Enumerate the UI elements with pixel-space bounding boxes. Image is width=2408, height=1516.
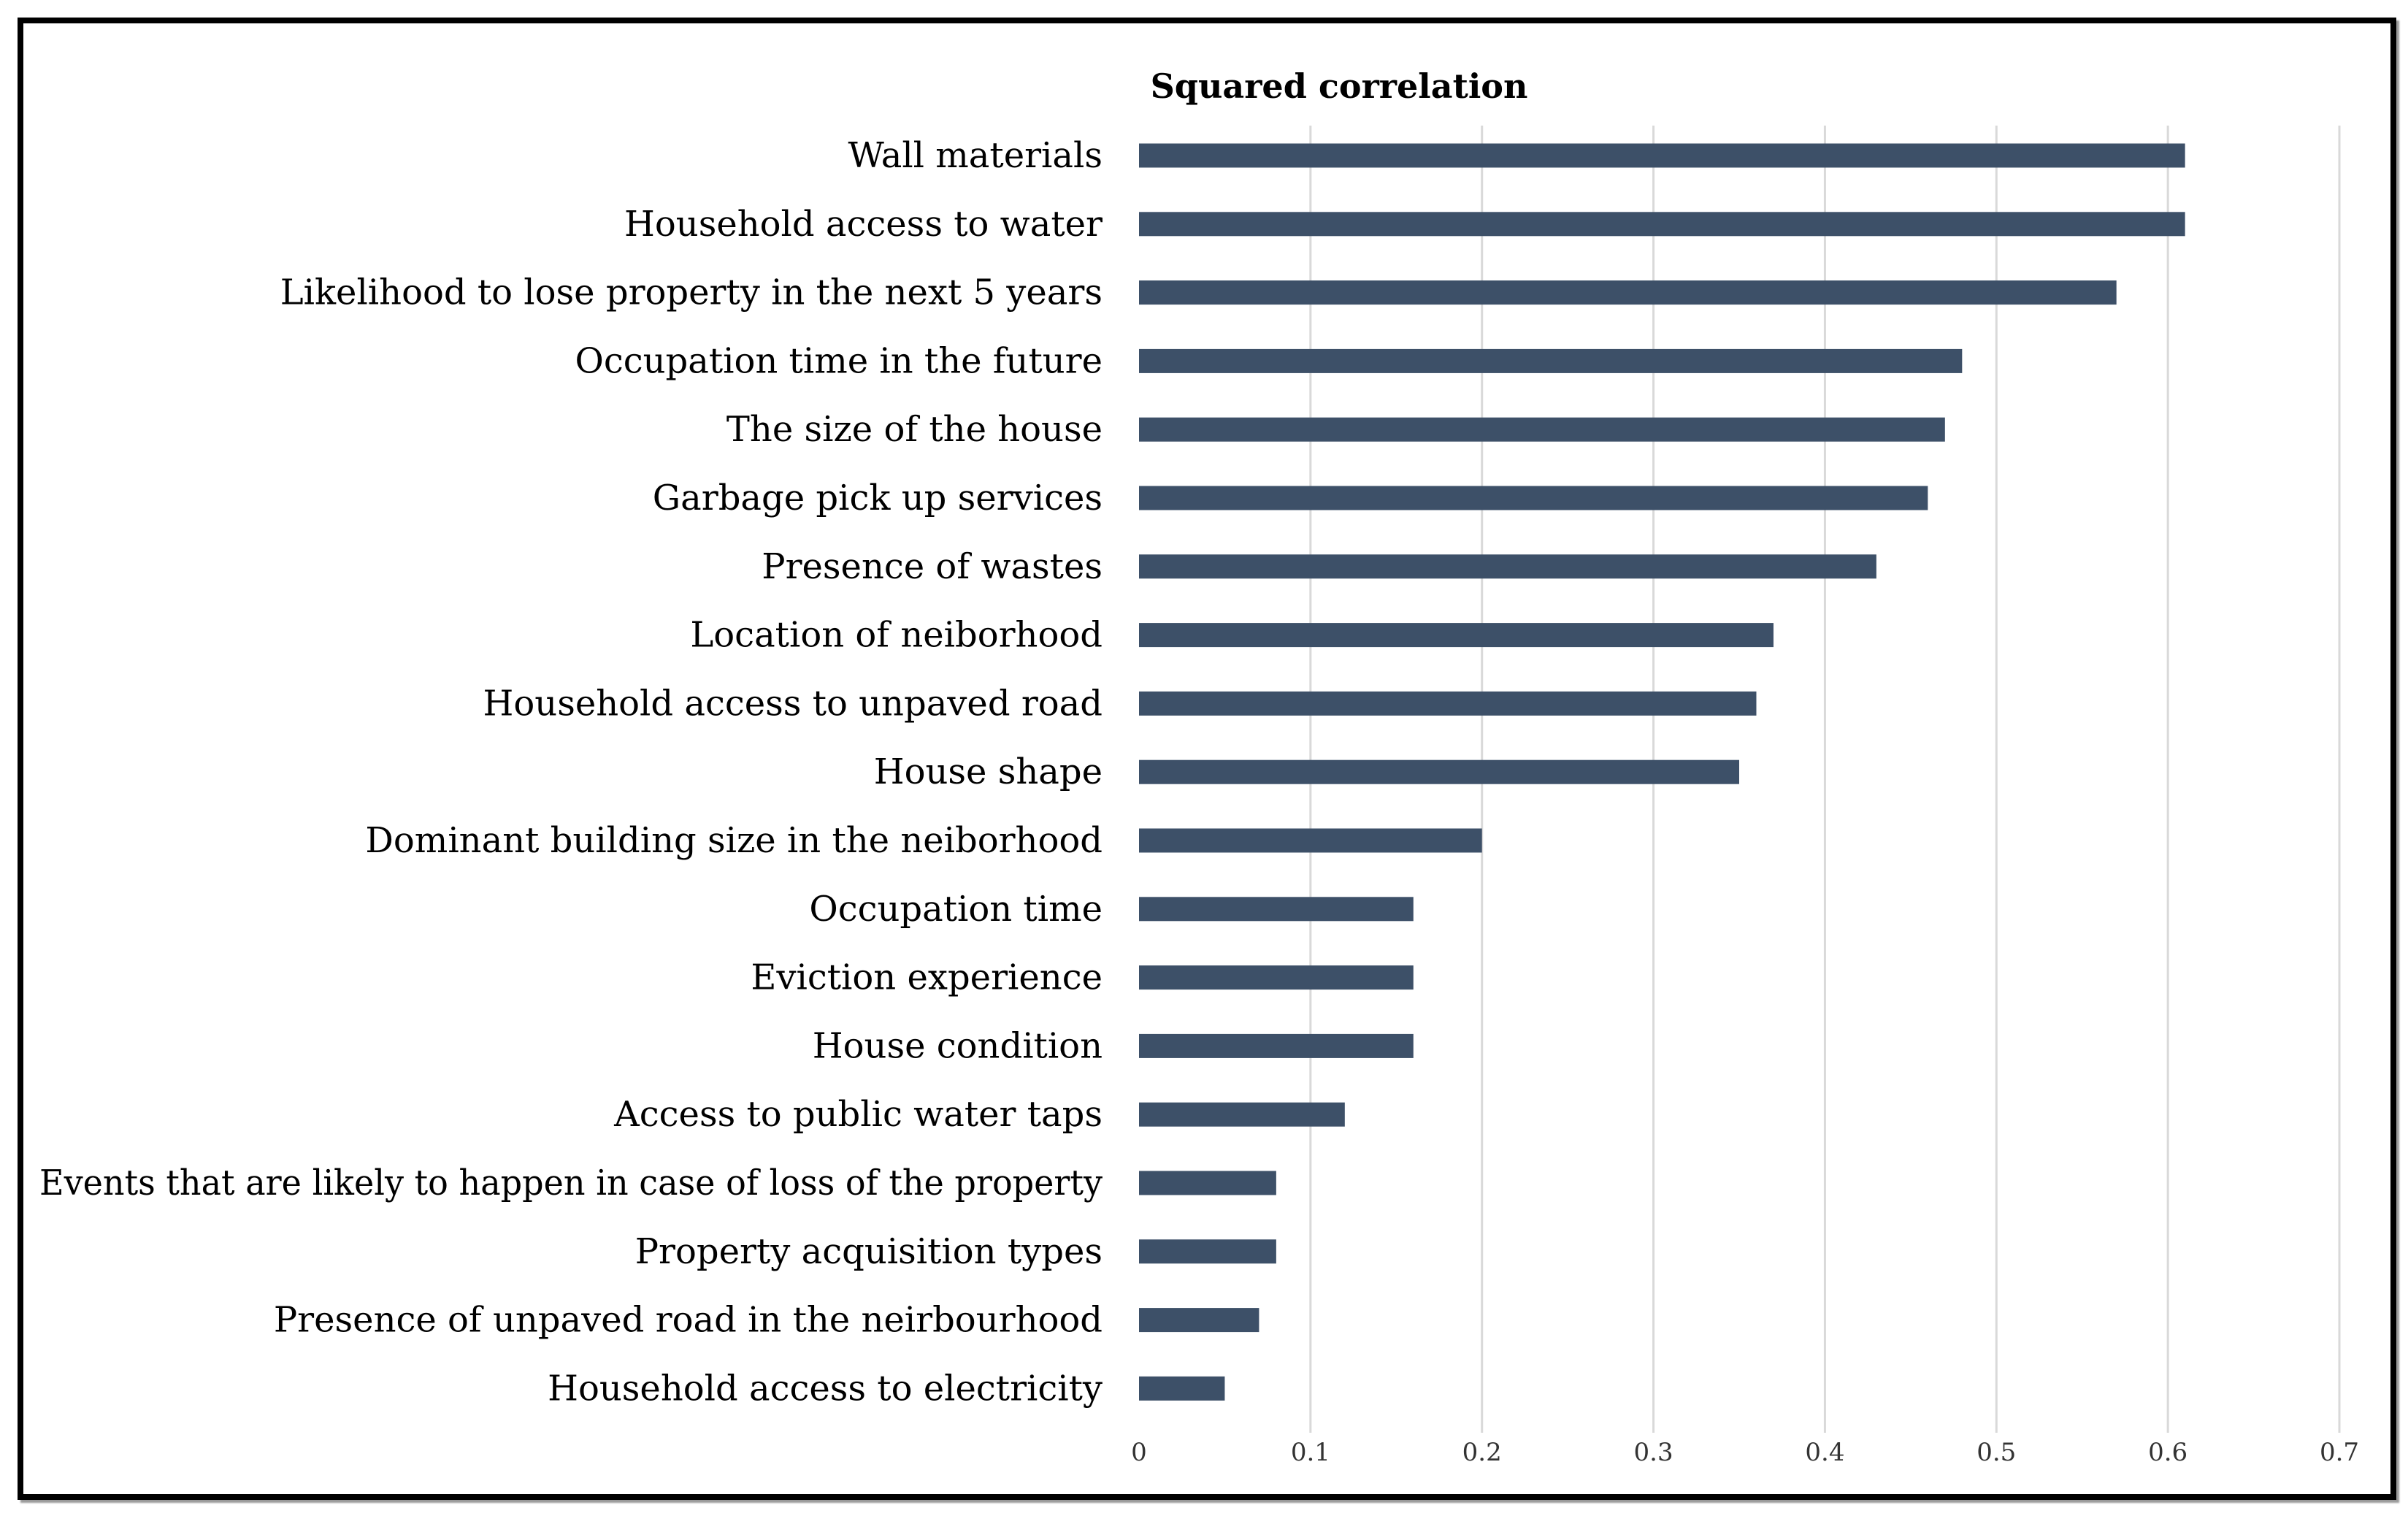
bar <box>1139 348 1963 373</box>
bar-chart: Squared correlation Wall materials Househ… <box>39 66 2359 1467</box>
category-label: Occupation time in the future <box>575 340 1103 381</box>
bars <box>1139 143 2185 1401</box>
x-tick-label: 0 <box>1131 1438 1147 1467</box>
bar <box>1139 623 1774 648</box>
x-tick-label: 0.1 <box>1291 1438 1330 1467</box>
bar <box>1139 828 1482 853</box>
category-label: Presence of wastes <box>762 546 1103 587</box>
bar <box>1139 143 2185 168</box>
category-label: Household access to electricity <box>548 1368 1103 1409</box>
bar <box>1139 554 1876 579</box>
category-label: Location of neiborhood <box>690 615 1103 656</box>
category-label: The size of the house <box>726 409 1103 450</box>
bar <box>1139 1239 1276 1264</box>
x-tick-label: 0.3 <box>1634 1438 1673 1467</box>
bar <box>1139 897 1414 922</box>
chart-title: Squared correlation <box>1151 66 1528 106</box>
category-label: Likelihood to lose property in the next … <box>280 272 1103 313</box>
bar <box>1139 1171 1276 1195</box>
x-tick-label: 0.2 <box>1462 1438 1502 1467</box>
category-label: Events that are likely to happen in case… <box>39 1163 1103 1203</box>
bar <box>1139 280 2117 305</box>
category-label: House condition <box>813 1025 1103 1066</box>
x-tick-label: 0.5 <box>1976 1438 2016 1467</box>
category-label: Household access to water <box>624 204 1103 245</box>
bar <box>1139 691 1757 716</box>
category-label: Access to public water taps <box>613 1094 1103 1135</box>
bar <box>1139 417 1945 442</box>
category-label: Garbage pick up services <box>653 478 1103 518</box>
category-label: Presence of unpaved road in the neirbour… <box>274 1300 1103 1341</box>
bar <box>1139 486 1928 510</box>
category-label: House shape <box>874 751 1103 792</box>
x-tick-label: 0.7 <box>2320 1438 2359 1467</box>
bar <box>1139 1102 1345 1127</box>
bar <box>1139 1033 1414 1058</box>
category-label: Occupation time <box>809 889 1103 930</box>
bar <box>1139 1308 1259 1333</box>
bar <box>1139 759 1739 784</box>
category-label: Household access to unpaved road <box>483 683 1103 724</box>
category-label: Property acquisition types <box>635 1231 1103 1272</box>
x-tick-label: 0.6 <box>2148 1438 2187 1467</box>
x-axis-tick-labels: 0 0.1 0.2 0.3 0.4 0.5 0.6 0.7 <box>1131 1438 2359 1467</box>
chart-frame: Squared correlation Wall materials Househ… <box>18 18 2396 1500</box>
bar <box>1139 212 2185 237</box>
category-labels: Wall materials Household access to water L… <box>39 135 1103 1409</box>
category-label: Dominant building size in the neiborhood <box>365 820 1103 861</box>
category-label: Wall materials <box>848 135 1103 176</box>
bar <box>1139 1376 1225 1401</box>
x-tick-label: 0.4 <box>1805 1438 1844 1467</box>
category-label: Eviction experience <box>751 957 1103 998</box>
bar <box>1139 965 1414 990</box>
